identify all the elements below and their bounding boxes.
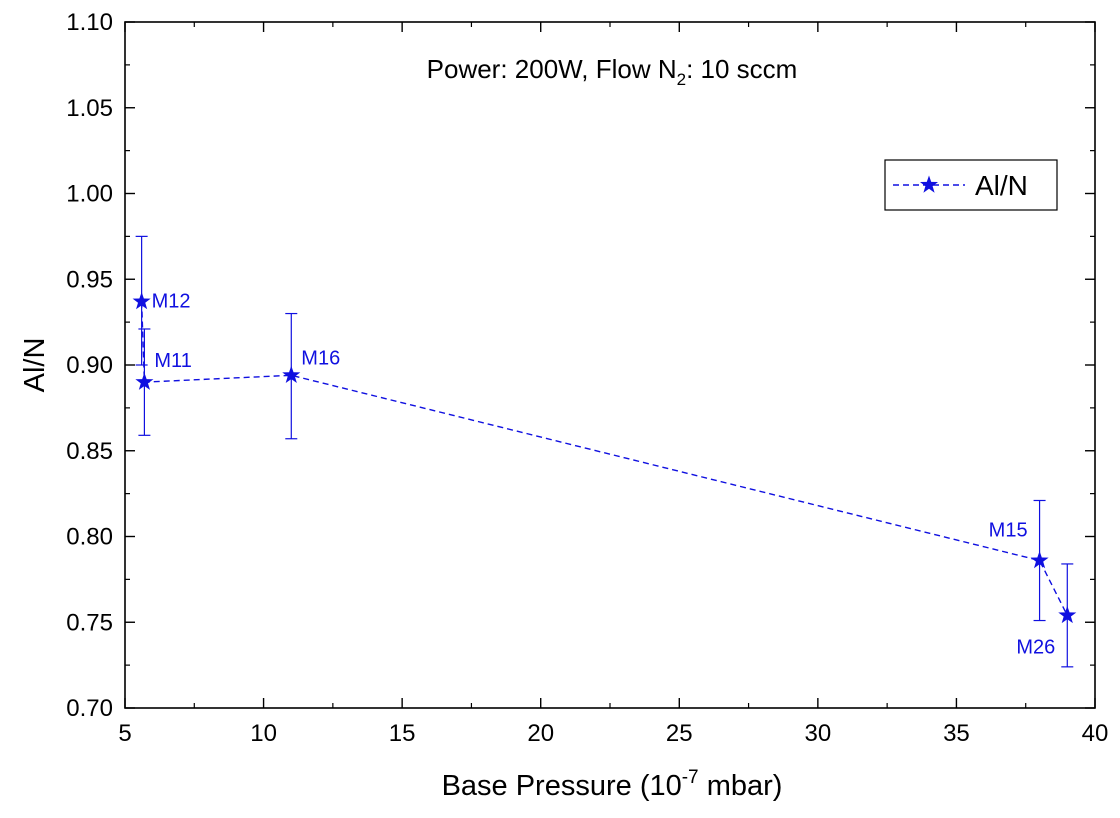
chart-title: Power: 200W, Flow N2: 10 sccm	[427, 54, 798, 89]
x-tick-label: 5	[118, 720, 131, 747]
x-tick-label: 25	[666, 720, 693, 747]
y-tick-label: 1.05	[66, 95, 113, 122]
point-label: M15	[989, 520, 1028, 542]
point-label: M12	[152, 291, 191, 313]
data-point-star	[135, 372, 154, 390]
x-axis-title: Base Pressure (10-7 mbar)	[442, 767, 783, 802]
y-tick-label: 0.70	[66, 695, 113, 722]
point-label: M16	[301, 347, 340, 369]
legend-label: Al/N	[975, 170, 1028, 201]
x-tick-label: 40	[1082, 720, 1109, 747]
data-point-star	[282, 365, 301, 383]
y-tick-label: 1.00	[66, 181, 113, 208]
plot-frame	[124, 21, 1096, 709]
legend-star-marker	[919, 175, 939, 193]
x-tick-label: 30	[805, 720, 832, 747]
y-axis-title: Al/N	[19, 338, 51, 393]
point-label: M26	[1016, 636, 1055, 658]
y-tick-label: 0.75	[66, 609, 113, 636]
x-tick-label: 10	[250, 720, 277, 747]
legend: Al/N	[884, 159, 1058, 211]
ticks-layer: 5 10 15 20 25 30 35 40 0.70 0.75 0.80 0.85 0.90 0.95 1…	[66, 9, 1108, 747]
series-line	[140, 301, 1068, 616]
y-tick-label: 0.80	[66, 524, 113, 551]
y-tick-label: 0.95	[66, 266, 113, 293]
point-label: M11	[154, 350, 191, 372]
x-tick-label: 20	[527, 720, 554, 747]
y-tick-label: 0.90	[66, 352, 113, 379]
y-tick-label: 1.10	[66, 9, 113, 36]
data-point-star	[1058, 605, 1077, 624]
x-tick-label: 35	[943, 720, 970, 747]
series-layer: M12 M11 M16 M15 M26	[132, 235, 1077, 668]
data-point-star	[1030, 551, 1049, 569]
y-tick-label: 0.85	[66, 438, 113, 465]
legend-box	[884, 159, 1058, 211]
x-tick-label: 15	[389, 720, 416, 747]
data-point-star	[132, 292, 151, 310]
